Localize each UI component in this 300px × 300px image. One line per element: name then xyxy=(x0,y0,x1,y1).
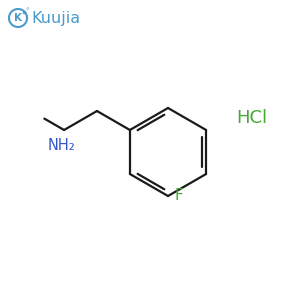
Text: NH₂: NH₂ xyxy=(47,138,75,153)
Text: HCl: HCl xyxy=(236,109,268,127)
Text: F: F xyxy=(174,188,183,203)
Text: Kuujia: Kuujia xyxy=(31,11,80,26)
Text: K: K xyxy=(14,13,22,23)
Text: °: ° xyxy=(26,9,29,15)
